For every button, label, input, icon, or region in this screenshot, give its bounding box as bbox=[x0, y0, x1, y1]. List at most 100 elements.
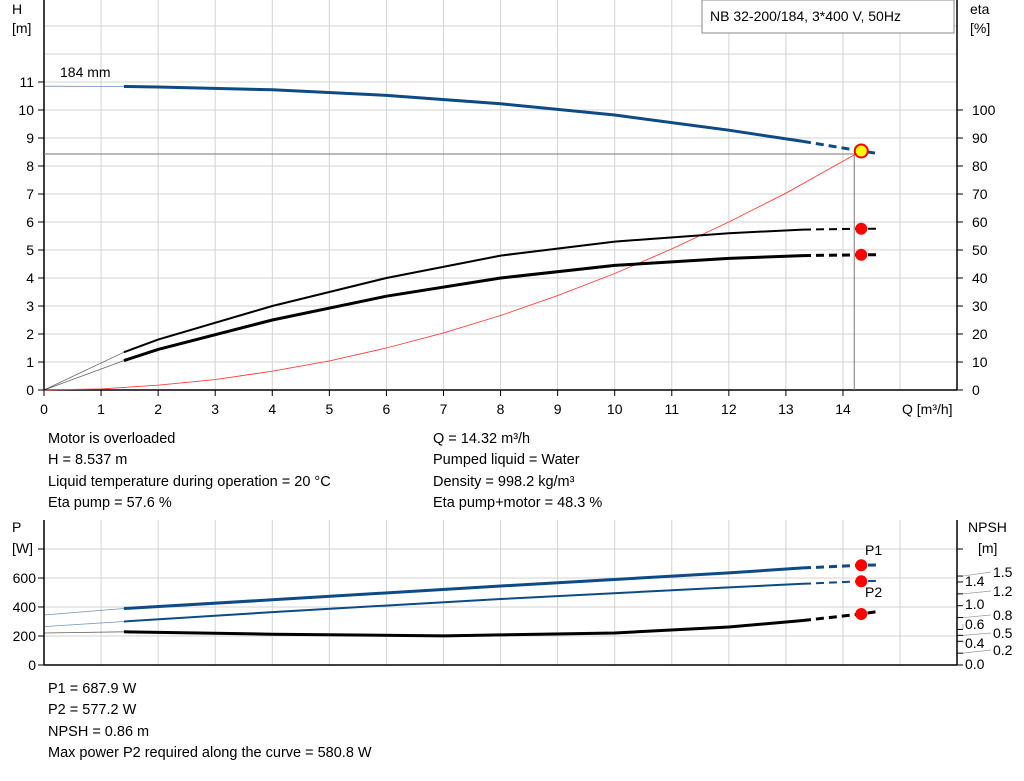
impeller-diameter-label: 184 mm bbox=[60, 64, 111, 80]
x-tick-label: 7 bbox=[440, 401, 448, 417]
y-right-tick-label: 80 bbox=[972, 158, 988, 174]
y-left-tick-label: 1 bbox=[26, 354, 34, 370]
x-tick-label: 11 bbox=[664, 401, 679, 417]
info-flow: Q = 14.32 m³/h bbox=[433, 431, 531, 447]
eta-pump-curve bbox=[123, 228, 804, 354]
y-left-label: H bbox=[12, 1, 22, 17]
tick-leader-line bbox=[962, 590, 992, 595]
y-right-tick-label: 0.5 bbox=[993, 625, 1013, 641]
npsh-curve bbox=[123, 619, 804, 638]
p1-label: P1 bbox=[865, 542, 882, 558]
y-left-tick-label: 4 bbox=[26, 270, 34, 286]
y-left-tick-label: 7 bbox=[26, 186, 34, 202]
y-right-tick-label: 1.0 bbox=[965, 596, 985, 612]
p1-curve-extrap bbox=[43, 608, 124, 616]
info-p2: P2 = 577.2 W bbox=[48, 702, 137, 718]
y-left-tick-label: 11 bbox=[19, 74, 34, 90]
y-right-tick-label: 0.0 bbox=[965, 656, 985, 672]
system-curve bbox=[43, 150, 862, 391]
info-density: Density = 998.2 kg/m³ bbox=[433, 474, 575, 490]
y-right-tick-label: 0.2 bbox=[993, 642, 1013, 658]
y-right-tick-label: 1.2 bbox=[993, 583, 1013, 599]
eta-total-curve-extrap bbox=[43, 360, 125, 391]
y-left-tick-label: 3 bbox=[26, 298, 34, 314]
p1-point bbox=[855, 559, 868, 572]
x-tick-label: 13 bbox=[778, 401, 794, 417]
info-npsh: NPSH = 0.86 m bbox=[48, 724, 150, 740]
y-left-tick-label: 200 bbox=[13, 628, 37, 644]
y-left-tick-label: 9 bbox=[26, 130, 34, 146]
info-temperature: Liquid temperature during operation = 20… bbox=[48, 474, 331, 490]
tick-leader-line bbox=[962, 614, 992, 618]
x-tick-label: 10 bbox=[607, 401, 623, 417]
x-tick-label: 6 bbox=[383, 401, 391, 417]
info-liquid: Pumped liquid = Water bbox=[433, 452, 580, 468]
p1-curve bbox=[123, 566, 804, 610]
y-right-tick-label: 1.5 bbox=[993, 564, 1013, 580]
y-right-tick-label: 10 bbox=[972, 354, 988, 370]
y-right-tick-label: 30 bbox=[972, 298, 988, 314]
p2-curve-extrap bbox=[43, 621, 124, 627]
p2-point bbox=[855, 575, 868, 588]
y-left-unit: [m] bbox=[12, 20, 31, 36]
tick-leader-line bbox=[962, 571, 992, 577]
y-left-tick-label: 8 bbox=[26, 158, 34, 174]
eta-total-curve bbox=[123, 254, 804, 363]
p2-curve bbox=[123, 582, 804, 623]
x-tick-label: 2 bbox=[154, 401, 162, 417]
y-right-unit: [%] bbox=[970, 20, 990, 36]
y-right-tick-label: 0.6 bbox=[965, 616, 985, 632]
y-right-tick-label: 40 bbox=[972, 270, 988, 286]
eta-total-point bbox=[855, 248, 868, 261]
y-left-tick-label: 5 bbox=[26, 242, 34, 258]
operating-point-marker bbox=[853, 143, 869, 159]
y-left-label-bottom: P bbox=[12, 519, 21, 535]
y-right-tick-label: 50 bbox=[972, 242, 988, 258]
eta-pump-curve-extrap bbox=[43, 351, 125, 391]
x-tick-label: 5 bbox=[325, 401, 333, 417]
y-right-tick-label: 0.4 bbox=[965, 635, 985, 651]
y-right-label: eta bbox=[970, 1, 990, 17]
y-left-tick-label: 2 bbox=[26, 326, 34, 342]
y-right-tick-label: 0 bbox=[972, 382, 980, 398]
y-right-unit-bottom: [m] bbox=[978, 540, 997, 556]
y-right-tick-label: 1.4 bbox=[965, 573, 985, 589]
tick-leader-line bbox=[962, 649, 992, 654]
info-motor-status: Motor is overloaded bbox=[48, 431, 176, 447]
y-left-tick-label: 0 bbox=[26, 382, 34, 398]
info-max-power: Max power P2 required along the curve = … bbox=[48, 745, 372, 761]
y-right-label-bottom: NPSH bbox=[968, 519, 1007, 535]
x-tick-label: 1 bbox=[97, 401, 105, 417]
y-right-tick-label: 90 bbox=[972, 130, 988, 146]
npsh-curve-extrap bbox=[43, 631, 124, 634]
x-tick-label: 8 bbox=[497, 401, 505, 417]
x-tick-label: 4 bbox=[268, 401, 276, 417]
x-axis-label: Q [m³/h] bbox=[902, 401, 953, 417]
y-right-tick-label: 0.8 bbox=[993, 607, 1013, 623]
y-right-tick-label: 60 bbox=[972, 214, 988, 230]
chart-title: NB 32-200/184, 3*400 V, 50Hz bbox=[710, 8, 901, 24]
x-tick-label: 0 bbox=[40, 401, 48, 417]
y-right-tick-label: 100 bbox=[972, 102, 996, 118]
x-tick-label: 9 bbox=[554, 401, 562, 417]
info-eta-pump: Eta pump = 57.6 % bbox=[48, 495, 172, 511]
x-tick-label: 3 bbox=[211, 401, 219, 417]
x-tick-label: 14 bbox=[835, 401, 851, 417]
tick-leader-line bbox=[962, 632, 992, 636]
info-head: H = 8.537 m bbox=[48, 452, 128, 468]
eta-pump-point bbox=[855, 222, 868, 235]
p2-label: P2 bbox=[865, 584, 882, 600]
y-left-tick-label: 0 bbox=[28, 657, 36, 673]
y-left-tick-label: 10 bbox=[18, 102, 34, 118]
npsh-point bbox=[855, 608, 868, 621]
y-right-tick-label: 20 bbox=[972, 326, 988, 342]
head-curve bbox=[123, 85, 804, 143]
title-box bbox=[701, 0, 955, 34]
y-right-tick-label: 70 bbox=[972, 186, 988, 202]
info-p1: P1 = 687.9 W bbox=[48, 681, 137, 697]
info-eta-total: Eta pump+motor = 48.3 % bbox=[433, 495, 603, 511]
y-left-tick-label: 400 bbox=[13, 599, 37, 615]
y-left-unit-bottom: [W] bbox=[12, 540, 33, 556]
y-left-tick-label: 6 bbox=[26, 214, 34, 230]
